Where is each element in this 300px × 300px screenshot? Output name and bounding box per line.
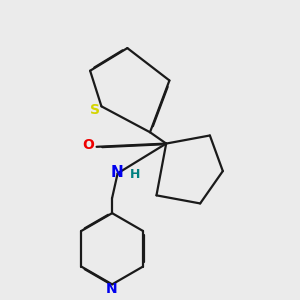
Text: H: H <box>130 169 141 182</box>
Text: N: N <box>111 165 123 180</box>
Text: S: S <box>90 103 100 117</box>
Text: N: N <box>106 282 117 296</box>
Text: O: O <box>82 138 94 152</box>
